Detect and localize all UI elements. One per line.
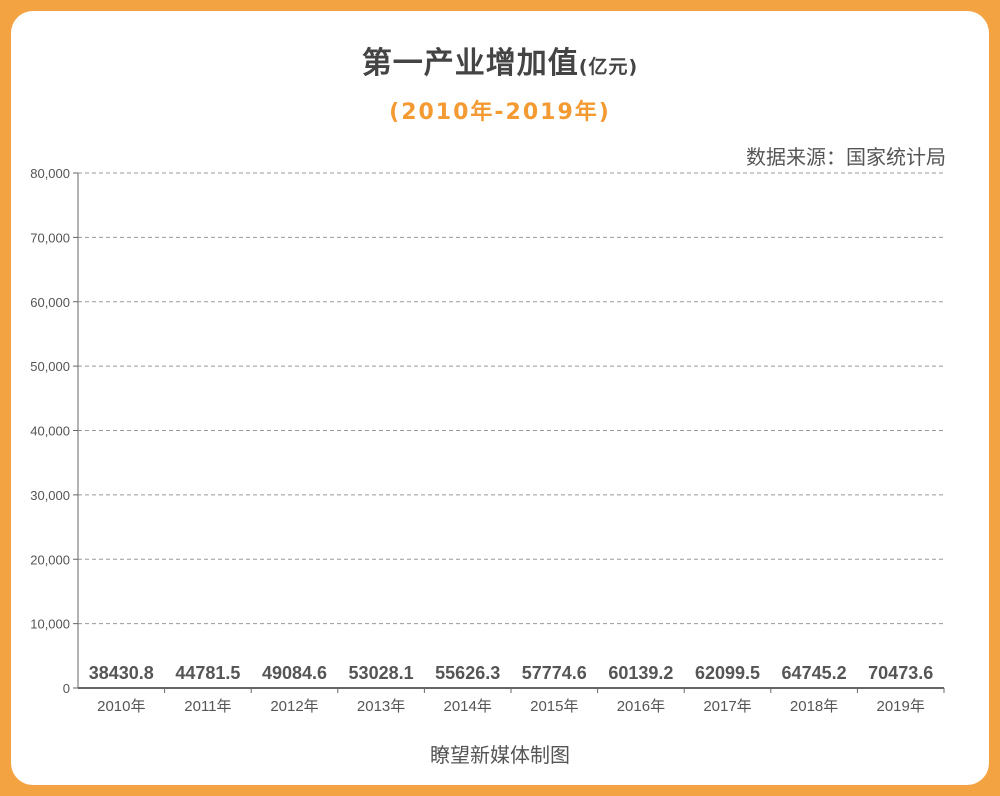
chart-title: 第一产业增加值(亿元)	[0, 38, 1000, 82]
y-tick-label: 0	[63, 681, 70, 696]
chart-card	[11, 11, 989, 785]
data-label: 64745.2	[782, 663, 847, 683]
y-tick-label: 60,000	[30, 295, 70, 310]
data-label: 70473.6	[868, 663, 933, 683]
y-tick-label: 80,000	[30, 166, 70, 181]
x-tick-label: 2012年	[270, 698, 318, 715]
x-tick-label: 2011年	[184, 698, 231, 715]
y-tick-label: 50,000	[30, 359, 70, 374]
y-tick-label: 30,000	[30, 488, 70, 503]
x-tick-label: 2019年	[877, 698, 925, 715]
x-tick-label: 2017年	[703, 698, 751, 715]
y-tick-label: 20,000	[30, 552, 70, 567]
chart-subtitle: (2010年-2019年)	[389, 100, 611, 125]
y-tick-label: 40,000	[30, 424, 70, 439]
x-tick-label: 2010年	[97, 698, 145, 715]
credit: 瞭望新媒体制图	[430, 743, 570, 767]
title-text: 第一产业增加值	[361, 46, 579, 81]
data-label: 44781.5	[175, 663, 240, 683]
data-source: 数据来源：国家统计局	[746, 145, 946, 169]
x-tick-label: 2015年	[530, 698, 578, 715]
data-label: 57774.6	[522, 663, 587, 683]
data-label: 62099.5	[695, 663, 760, 683]
x-tick-label: 2014年	[444, 698, 492, 715]
title-unit: (亿元)	[578, 56, 639, 78]
data-label: 60139.2	[608, 663, 673, 683]
data-label: 55626.3	[435, 663, 500, 683]
data-label: 38430.8	[89, 663, 154, 683]
x-tick-label: 2013年	[357, 698, 405, 715]
y-tick-label: 10,000	[30, 617, 70, 632]
y-tick-label: 70,000	[30, 230, 70, 245]
x-tick-label: 2016年	[617, 698, 665, 715]
data-label: 53028.1	[349, 663, 414, 683]
data-label: 49084.6	[262, 663, 327, 683]
x-tick-label: 2018年	[790, 698, 838, 715]
